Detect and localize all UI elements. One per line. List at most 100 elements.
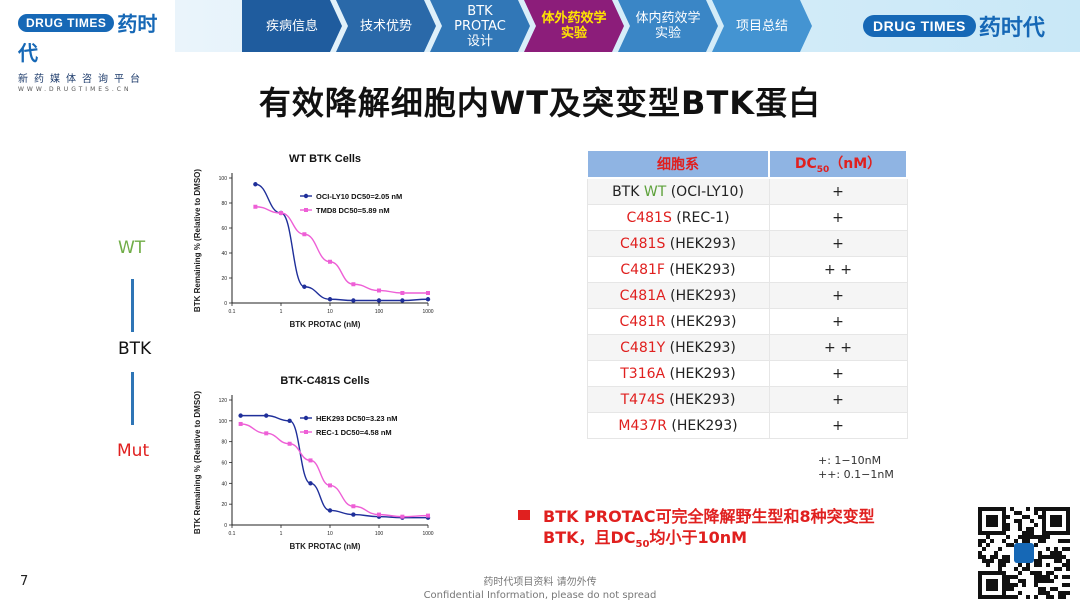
data-point <box>264 413 269 418</box>
qr-module <box>1018 519 1022 523</box>
qr-module <box>1038 591 1042 595</box>
qr-module <box>1030 527 1034 531</box>
nav-tab-3[interactable]: BTK PROTAC 设计 <box>430 0 530 52</box>
drugtimes-logo-left[interactable]: DRUG TIMES 药时代 新药媒体咨询平台 WWW.DRUGTIMES.CN <box>18 8 168 93</box>
qr-module <box>978 543 982 547</box>
qr-module <box>1038 571 1042 575</box>
qr-module <box>1014 511 1018 515</box>
qr-module <box>1030 535 1034 539</box>
qr-module <box>1034 583 1038 587</box>
nav-tab-4[interactable]: 体外药效学 实验 <box>524 0 624 52</box>
label-wt: WT <box>118 238 146 258</box>
qr-module <box>1038 551 1042 555</box>
nav-tab-2[interactable]: 技术优势 <box>336 0 436 52</box>
qr-module <box>1006 559 1010 563</box>
y-tick-label: 60 <box>221 226 227 232</box>
confidential-footer: 药时代项目资料 请勿外传 Confidential Information, p… <box>0 576 1080 602</box>
legend-label: TMD8 DC50=5.89 nM <box>316 206 390 215</box>
dc50-value: + <box>768 386 908 413</box>
dc50-value: + <box>768 308 908 335</box>
data-point <box>287 441 292 446</box>
slide-title: 有效降解细胞内WT及突变型BTK蛋白 <box>258 84 822 122</box>
qr-module <box>998 567 1002 571</box>
drugtimes-logo-right[interactable]: DRUG TIMES 药时代 <box>863 10 1045 42</box>
qr-module <box>994 551 998 555</box>
qr-module <box>1006 555 1010 559</box>
cell-line: C481S (REC-1) <box>586 204 770 231</box>
x-tick-label: 0.1 <box>229 531 236 537</box>
qr-module <box>1038 575 1042 579</box>
x-tick-label: 100 <box>375 309 384 315</box>
qr-module <box>1062 595 1066 599</box>
qr-module <box>998 563 1002 567</box>
qr-module <box>1014 575 1018 579</box>
mutation-label: T474S <box>620 391 665 408</box>
qr-module <box>1062 563 1066 567</box>
qr-module <box>1026 515 1030 519</box>
series-line-1 <box>255 183 429 302</box>
table-legend: +: 1−10nM ++: 0.1−1nM <box>818 454 894 482</box>
cell-line: M437R (HEK293) <box>586 412 770 439</box>
y-tick-label: 0 <box>224 301 227 307</box>
qr-module <box>1054 555 1058 559</box>
qr-module <box>1026 531 1030 535</box>
qr-module <box>1006 523 1010 527</box>
qr-module <box>1026 507 1030 511</box>
qr-module <box>1046 591 1050 595</box>
data-point <box>308 458 313 463</box>
legend-marker <box>304 208 308 212</box>
qr-module <box>1062 555 1066 559</box>
cell-line: T474S (HEK293) <box>586 386 770 413</box>
qr-module <box>1022 567 1026 571</box>
dc50-value: + <box>768 412 908 439</box>
qr-module <box>990 559 994 563</box>
qr-module <box>1014 519 1018 523</box>
dc50-value: + <box>768 360 908 387</box>
table-row: M437R (HEK293) + <box>586 412 908 439</box>
qr-code-icon[interactable] <box>978 507 1070 599</box>
mutation-label: C481A <box>619 287 666 304</box>
table-row: C481S (REC-1) + <box>586 204 908 231</box>
qr-module <box>1058 551 1062 555</box>
qr-module <box>1014 583 1018 587</box>
qr-module <box>1018 579 1022 583</box>
nav-tab-1[interactable]: 疾病信息 <box>242 0 342 52</box>
legend-label: OCI-LY10 DC50=2.05 nM <box>316 192 402 201</box>
y-tick-label: 40 <box>221 481 227 487</box>
dc50-value: + <box>768 282 908 309</box>
nav-tab-5[interactable]: 体内药效学 实验 <box>618 0 718 52</box>
qr-module <box>1066 559 1070 563</box>
qr-module <box>1034 595 1038 599</box>
logo-badge: DRUG TIMES <box>18 14 115 32</box>
qr-module <box>1046 571 1050 575</box>
legend-plus: +: 1−10nM <box>818 454 882 467</box>
qr-module <box>1050 555 1054 559</box>
y-tick-label: 0 <box>224 523 227 529</box>
qr-module <box>990 555 994 559</box>
qr-module <box>1018 563 1022 567</box>
y-tick-label: 20 <box>221 276 227 282</box>
data-point <box>253 182 258 187</box>
nav-tab-label: 技术优势 <box>359 18 412 34</box>
mutation-label: C481Y <box>620 339 666 356</box>
mutation-label: WT <box>643 183 667 200</box>
qr-module <box>1030 531 1034 535</box>
qr-module <box>1034 543 1038 547</box>
mutation-label: M437R <box>618 417 667 434</box>
data-point <box>377 512 381 517</box>
qr-module <box>1042 555 1046 559</box>
qr-module <box>1058 567 1062 571</box>
page-number: 7 <box>20 574 29 589</box>
chart-title: WT BTK Cells <box>289 153 361 165</box>
qr-module <box>1046 555 1050 559</box>
qr-module <box>1046 563 1050 567</box>
nav-tab-6[interactable]: 项目总结 <box>712 0 812 52</box>
legend-label: HEK293 DC50=3.23 nM <box>316 414 398 423</box>
qr-module <box>1062 575 1066 579</box>
qr-module <box>1006 575 1010 579</box>
qr-module <box>1006 535 1010 539</box>
data-point <box>253 204 258 209</box>
qr-module <box>1022 515 1026 519</box>
qr-module <box>1026 567 1030 571</box>
y-tick-label: 80 <box>221 440 227 446</box>
